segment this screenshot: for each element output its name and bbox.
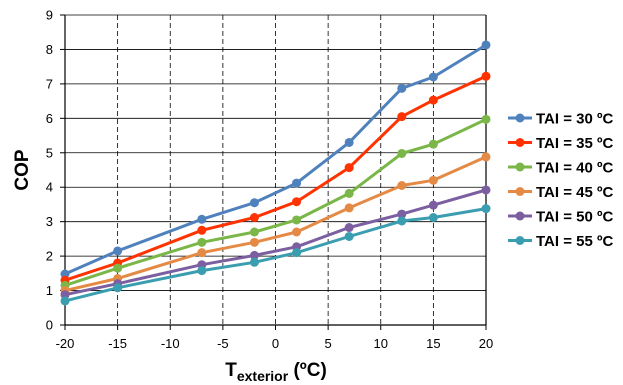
data-point bbox=[197, 225, 207, 235]
data-point bbox=[397, 83, 407, 93]
x-axis-title-subscript: exterior bbox=[237, 368, 289, 384]
data-point bbox=[292, 227, 302, 237]
legend-marker bbox=[515, 211, 525, 221]
y-tick-label: 8 bbox=[46, 42, 53, 57]
data-point bbox=[344, 231, 354, 241]
legend-marker bbox=[515, 162, 525, 172]
data-point bbox=[481, 71, 491, 81]
data-point bbox=[428, 175, 438, 185]
grid-lines bbox=[60, 14, 487, 330]
data-point bbox=[249, 198, 259, 208]
x-tick-label: 15 bbox=[426, 336, 440, 351]
x-tick-label: -5 bbox=[217, 336, 229, 351]
legend-marker bbox=[515, 187, 525, 196]
legend: TAI = 30 ºC TAI = 35 ºC TAI = 40 ºC TAI = 4… bbox=[508, 111, 613, 250]
data-point bbox=[397, 181, 407, 190]
x-tick-label: -10 bbox=[161, 336, 180, 351]
data-point bbox=[428, 200, 438, 210]
legend-marker bbox=[515, 236, 525, 245]
legend-entry: TAI = 40 ºC bbox=[508, 160, 613, 177]
data-point bbox=[197, 266, 207, 276]
y-axis-title: COP bbox=[12, 149, 33, 191]
data-point bbox=[344, 188, 354, 198]
data-point bbox=[197, 237, 207, 247]
y-tick-label: 3 bbox=[46, 214, 53, 229]
x-tick-label: 20 bbox=[479, 336, 493, 351]
data-point bbox=[481, 185, 491, 195]
legend-entry: TAI = 55 ºC bbox=[508, 233, 613, 250]
data-point bbox=[60, 269, 70, 279]
data-point bbox=[344, 223, 354, 233]
x-axis-title-main: T bbox=[225, 360, 237, 381]
legend-label: TAI = 45 ºC bbox=[536, 184, 613, 201]
data-point bbox=[481, 204, 491, 214]
legend-label: TAI = 30 ºC bbox=[536, 111, 613, 128]
legend-entry: TAI = 30 ºC bbox=[508, 111, 613, 128]
legend-entry: TAI = 50 ºC bbox=[508, 209, 613, 226]
data-point bbox=[344, 203, 354, 213]
legend-marker bbox=[515, 138, 525, 147]
data-point bbox=[249, 257, 259, 267]
data-point bbox=[397, 112, 407, 122]
x-tick-label: 5 bbox=[325, 336, 332, 351]
legend-entry: TAI = 45 ºC bbox=[508, 184, 613, 201]
y-tick-label: 9 bbox=[46, 8, 53, 23]
y-tick-label: 4 bbox=[46, 180, 53, 195]
data-point bbox=[481, 40, 491, 50]
data-point bbox=[428, 72, 438, 82]
legend-label: TAI = 40 ºC bbox=[536, 160, 613, 177]
series-lines bbox=[60, 40, 491, 306]
y-tick-label: 5 bbox=[46, 145, 53, 160]
data-point bbox=[292, 197, 302, 207]
data-point bbox=[249, 213, 259, 223]
x-axis-title: Texterior (ºC) bbox=[225, 360, 327, 384]
legend-marker bbox=[515, 113, 525, 123]
data-point bbox=[292, 248, 302, 258]
data-point bbox=[344, 163, 354, 173]
data-point bbox=[481, 152, 491, 162]
y-tick-label: 7 bbox=[46, 76, 53, 91]
tick-labels: 0 1 2 3 4 5 6 7 8 9 -20 -15 -10 -5 0 5 10 15 20 bbox=[46, 8, 493, 352]
data-point bbox=[249, 250, 259, 260]
data-point bbox=[197, 248, 207, 258]
data-point bbox=[397, 148, 407, 158]
legend-label: TAI = 50 ºC bbox=[536, 209, 613, 226]
x-tick-label: 10 bbox=[374, 336, 388, 351]
data-point bbox=[60, 290, 70, 300]
data-point bbox=[113, 283, 123, 293]
x-tick-label: 0 bbox=[272, 336, 279, 351]
data-point bbox=[397, 216, 407, 226]
y-tick-label: 6 bbox=[46, 111, 53, 126]
data-point bbox=[428, 95, 438, 105]
series-5 bbox=[60, 185, 491, 300]
data-point bbox=[397, 209, 407, 219]
data-point bbox=[344, 137, 354, 147]
y-tick-label: 1 bbox=[46, 283, 53, 298]
y-tick-label: 0 bbox=[46, 318, 53, 333]
data-point bbox=[481, 114, 491, 124]
legend-label: TAI = 55 ºC bbox=[536, 233, 613, 250]
data-point bbox=[292, 178, 302, 188]
data-point bbox=[113, 246, 123, 256]
data-point bbox=[292, 215, 302, 225]
data-point bbox=[60, 296, 70, 306]
data-point bbox=[428, 139, 438, 149]
series-4 bbox=[60, 152, 491, 296]
legend-label: TAI = 35 ºC bbox=[536, 135, 613, 152]
legend-entry: TAI = 35 ºC bbox=[508, 135, 613, 152]
data-point bbox=[249, 227, 259, 237]
x-tick-label: -20 bbox=[56, 336, 75, 351]
y-tick-label: 2 bbox=[46, 249, 53, 264]
x-axis-title-unit: (ºC) bbox=[288, 360, 327, 381]
series-6 bbox=[60, 204, 491, 306]
data-point bbox=[197, 214, 207, 224]
data-point bbox=[113, 263, 123, 273]
x-tick-label: -15 bbox=[108, 336, 127, 351]
data-point bbox=[428, 213, 438, 223]
series-1 bbox=[60, 40, 491, 279]
data-point bbox=[249, 237, 259, 247]
